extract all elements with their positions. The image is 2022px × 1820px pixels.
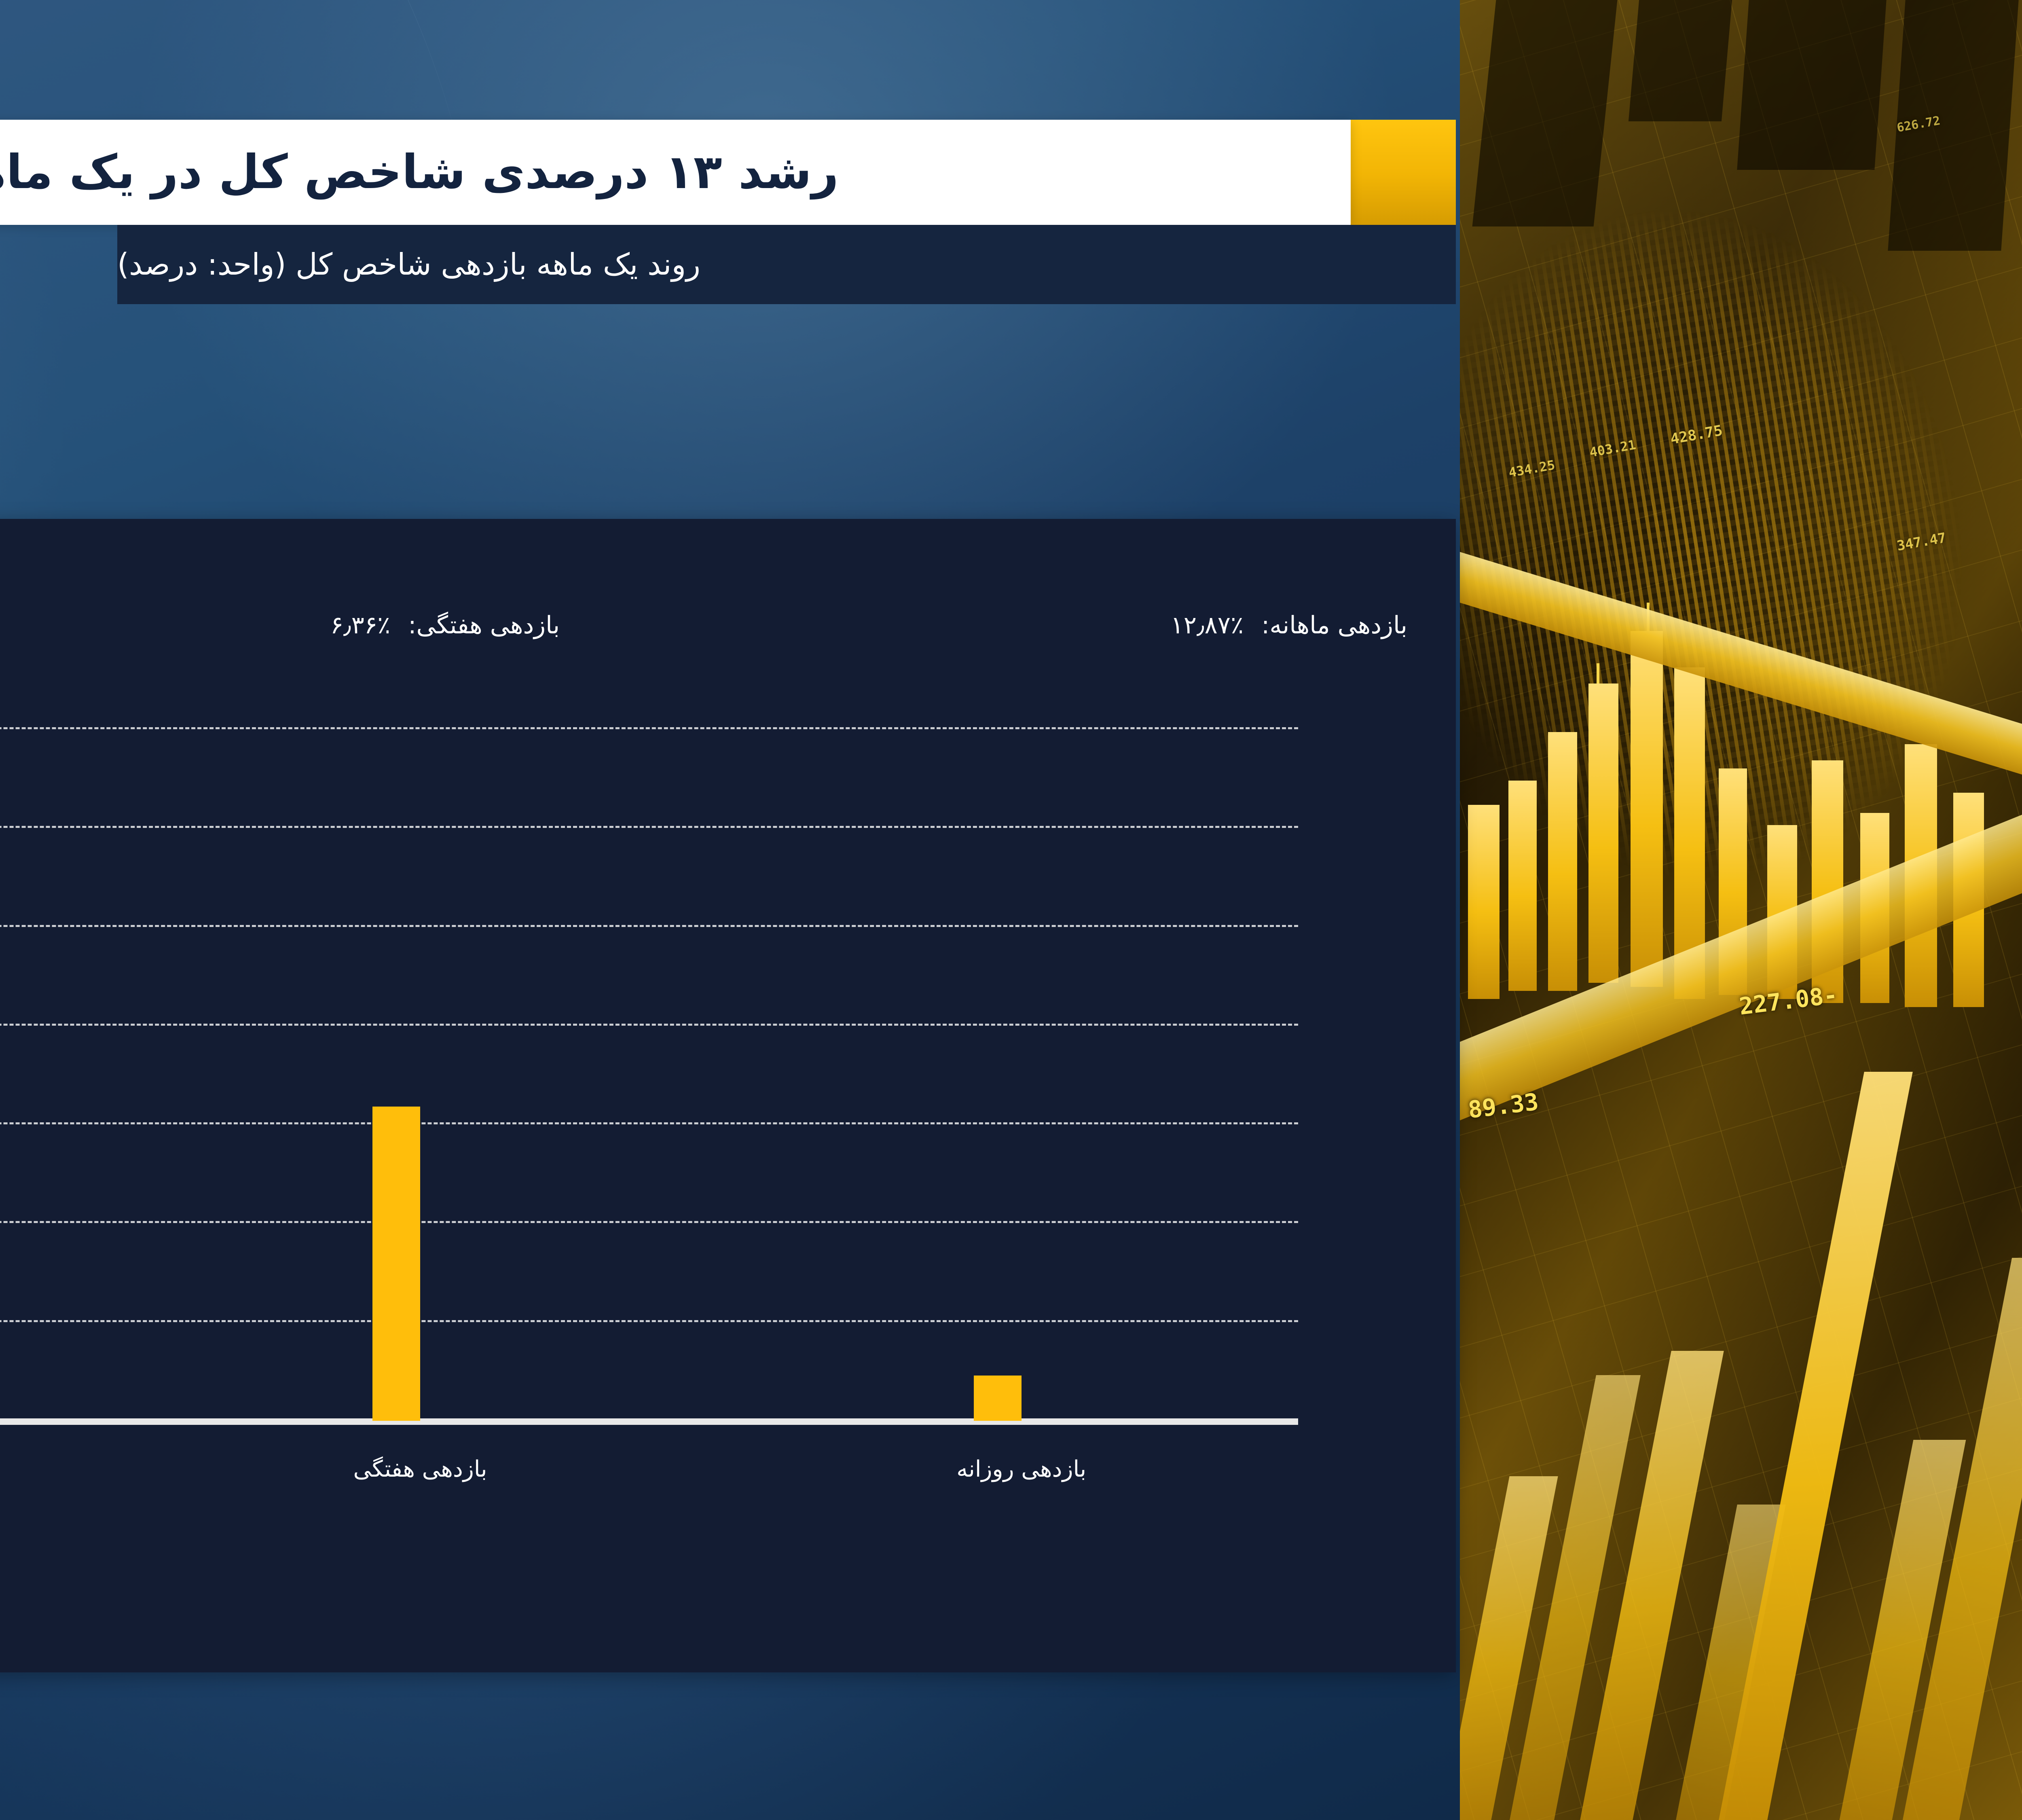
stat-weekly: بازدهی هفتگی: ۶٫۳۶٪ — [330, 611, 560, 660]
gridline — [0, 1320, 1298, 1322]
summary-stats-row: بازدهی ماهانه: ۱۲٫۸۷٪ بازدهی هفتگی: ۶٫۳۶… — [0, 611, 1456, 660]
page-subtitle: روند یک ماهه بازدهی شاخص کل (واحد: درصد) — [117, 247, 700, 282]
photo-skyline-1 — [1472, 0, 1618, 226]
stat-monthly-value: ۱۲٫۸۷٪ — [1170, 611, 1244, 639]
photo-candle-6 — [1674, 667, 1705, 999]
stat-monthly: بازدهی ماهانه: ۱۲٫۸۷٪ — [1171, 611, 1407, 660]
photo-candle-4 — [1588, 684, 1618, 983]
photo-candle-3 — [1548, 732, 1577, 991]
x-axis-line — [0, 1418, 1298, 1425]
subtitle-bar: روند یک ماهه بازدهی شاخص کل (واحد: درصد) — [117, 225, 1456, 304]
bar-0 — [973, 1375, 1022, 1421]
photo-candle-1 — [1468, 805, 1500, 999]
stock-market-photo-panel: -227.08 89.33 428.75 403.21 434.25 347.4… — [1460, 0, 2022, 1820]
gridline — [0, 1023, 1298, 1026]
gridline — [0, 826, 1298, 828]
bar-group-0: بازدهی روزانه — [956, 729, 1086, 1481]
stat-monthly-label: بازدهی ماهانه: — [1261, 611, 1407, 639]
title-bar: رشد ۱۳ درصدی شاخص کل در یک ماهه گذشته — [0, 120, 1351, 225]
photo-skyline-2 — [1628, 0, 1732, 121]
chart-gridlines — [0, 727, 1298, 1421]
gridline — [0, 1122, 1298, 1125]
title-accent-block — [1351, 120, 1456, 225]
gridline — [0, 925, 1298, 927]
photo-candle-5 — [1631, 631, 1663, 987]
gridline — [0, 727, 1298, 729]
x-tick-label-0: بازدهی روزانه — [956, 1456, 1087, 1482]
stat-weekly-value: ۶٫۳۶٪ — [330, 611, 391, 639]
x-tick-label-1: بازدهی هفتگی — [353, 1456, 487, 1482]
gridline — [0, 1221, 1298, 1223]
page-title: رشد ۱۳ درصدی شاخص کل در یک ماهه گذشته — [0, 145, 839, 199]
bar-1 — [372, 1107, 420, 1421]
stat-weekly-label: بازدهی هفتگی: — [408, 611, 560, 639]
bar-group-1: بازدهی هفتگی — [353, 729, 487, 1481]
photo-candle-2 — [1508, 781, 1537, 991]
photo-skyline-3 — [1737, 0, 1887, 170]
chart-panel: بازدهی ماهانه: ۱۲٫۸۷٪ بازدهی هفتگی: ۶٫۳۶… — [0, 519, 1456, 1672]
